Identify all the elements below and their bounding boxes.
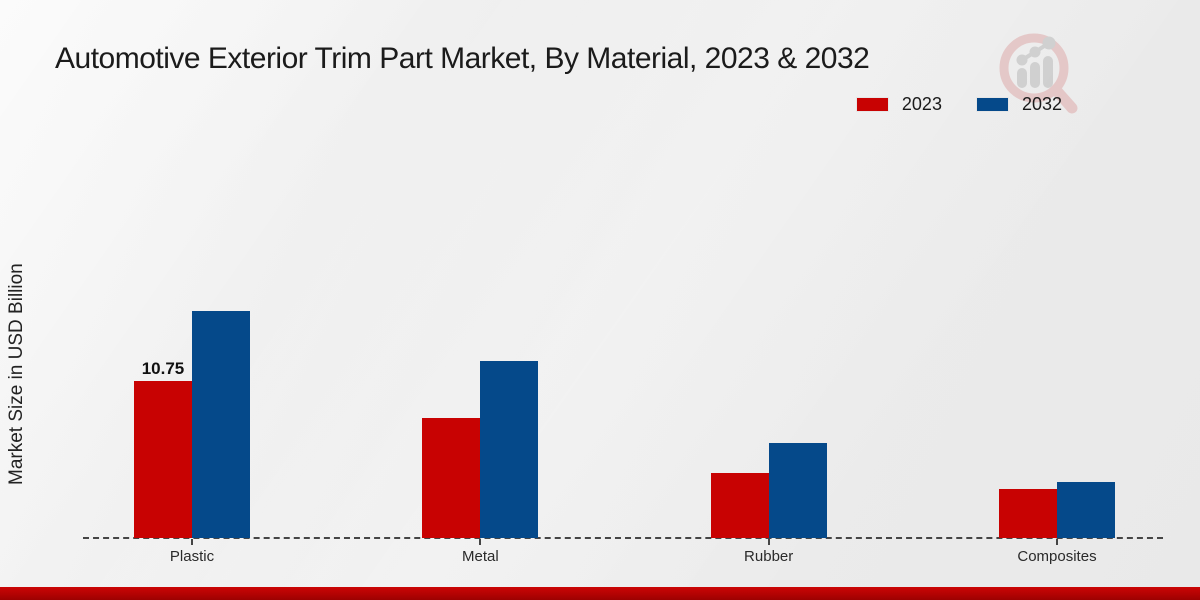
- bar-rubber-2032: [768, 442, 827, 538]
- bar-rubber-2023: [710, 472, 769, 538]
- legend-item-2023: 2023: [855, 94, 942, 115]
- x-axis-label-rubber: Rubber: [744, 548, 794, 565]
- bar-composites-2023: [998, 488, 1057, 538]
- x-axis-label-composites: Composites: [1017, 548, 1097, 565]
- x-axis-dashed-baseline: [83, 537, 1163, 539]
- legend-label-2032: 2032: [1021, 94, 1062, 114]
- bar-plastic-2032: [192, 310, 250, 538]
- x-axis-tick-plastic: [191, 539, 193, 545]
- footer-accent-bar: [0, 587, 1200, 600]
- legend-item-2032: 2032: [975, 94, 1062, 115]
- bar-composites-2032: [1056, 482, 1115, 538]
- magnifier-growth-chart-logo-icon: [999, 33, 1078, 114]
- legend-label-2023: 2023: [901, 94, 942, 114]
- x-axis-label-metal: Metal: [461, 548, 499, 565]
- legend-swatch-2023: [855, 97, 889, 112]
- bar-metal-2032: [480, 360, 539, 538]
- x-axis-tick-rubber: [767, 539, 770, 545]
- data-label-plastic-2023: 10.75: [141, 358, 185, 378]
- x-axis-tick-composites: [1055, 539, 1058, 545]
- bar-metal-2023: [422, 417, 481, 538]
- page-title: Automotive Exterior Trim Part Market, By…: [55, 42, 870, 75]
- bar-plastic-2023: [134, 380, 192, 538]
- x-axis-label-plastic: Plastic: [169, 548, 215, 565]
- legend: 2023 2032: [855, 94, 1062, 115]
- x-axis-tick-metal: [479, 539, 482, 545]
- legend-swatch-2032: [975, 97, 1009, 112]
